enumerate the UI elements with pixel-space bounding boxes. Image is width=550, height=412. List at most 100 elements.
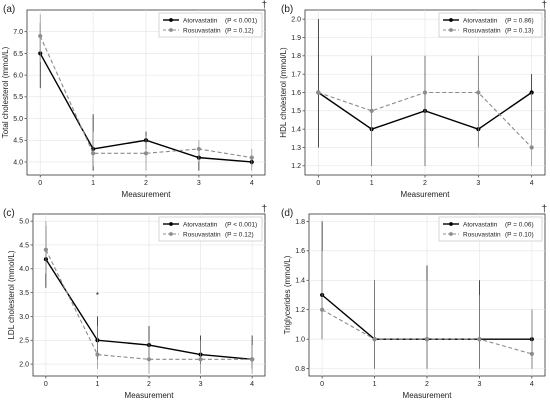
panel-3: 0.8 1.0 1.2 1.4 1.6 1.8 0 1 2 3 4 Measurement Trigly… bbox=[281, 204, 547, 400]
legend-p-value: (P = 0.13) bbox=[505, 27, 534, 34]
y-tick-label: 3.5 bbox=[19, 290, 29, 297]
legend-p-value: (P = 0.10) bbox=[505, 231, 534, 238]
dagger-mark: † bbox=[541, 204, 547, 215]
y-tick-label: 5.0 bbox=[13, 116, 23, 123]
y-tick-label: 1.4 bbox=[295, 278, 305, 285]
x-axis-title: Measurement bbox=[125, 391, 175, 400]
legend: Atorvastatin (P < 0.001) Rosuvastatin (P = … bbox=[158, 216, 263, 242]
data-point bbox=[316, 90, 321, 95]
x-tick-label: 2 bbox=[423, 180, 427, 187]
data-point bbox=[372, 337, 377, 342]
data-point bbox=[477, 337, 482, 342]
legend-box bbox=[438, 12, 543, 38]
legend-marker bbox=[169, 232, 173, 236]
data-point bbox=[422, 90, 428, 95]
dagger-mark: † bbox=[261, 204, 267, 215]
y-tick-label: 5.0 bbox=[19, 219, 29, 226]
x-tick-label: 3 bbox=[199, 381, 203, 388]
x-tick-label: 1 bbox=[95, 381, 99, 388]
legend-p-value: (P = 0.12) bbox=[225, 231, 254, 238]
y-tick-label: 7.0 bbox=[13, 29, 23, 36]
y-tick-label: 1.2 bbox=[291, 163, 301, 170]
legend-p-value: (P = 0.06) bbox=[505, 221, 534, 228]
y-axis-title: HDL cholesterol (mmol/L) bbox=[279, 47, 288, 138]
data-point bbox=[95, 352, 100, 357]
panel-label: (c) bbox=[3, 208, 15, 219]
x-tick-label: 0 bbox=[38, 180, 42, 187]
x-tick-label: 0 bbox=[44, 381, 48, 388]
legend: Atorvastatin (P = 0.06) Rosuvastatin (P = 0… bbox=[438, 216, 543, 242]
y-tick-label: 5.5 bbox=[13, 94, 23, 101]
y-axis-title: Triglycerides (mmol/L) bbox=[283, 255, 292, 334]
y-tick-label: 2.0 bbox=[19, 361, 29, 368]
legend-marker bbox=[449, 28, 453, 32]
panel-label: (d) bbox=[281, 208, 293, 219]
data-point bbox=[196, 146, 201, 152]
x-axis-title: Measurement bbox=[122, 190, 172, 199]
legend-marker bbox=[169, 28, 173, 32]
y-tick-label: 6.5 bbox=[13, 51, 23, 58]
data-point bbox=[476, 90, 481, 95]
legend-marker bbox=[449, 222, 453, 226]
dagger-mark: † bbox=[261, 0, 267, 11]
y-tick-label: 1.5 bbox=[291, 108, 301, 115]
y-tick-label: 1.2 bbox=[295, 307, 305, 314]
data-point bbox=[38, 33, 43, 39]
x-tick-label: 4 bbox=[530, 180, 534, 187]
x-tick-label: 3 bbox=[477, 381, 481, 388]
x-tick-label: 3 bbox=[476, 180, 480, 187]
panel-label: (b) bbox=[281, 4, 293, 15]
legend-series-name: Atorvastatin bbox=[183, 221, 218, 228]
y-tick-label: 3.0 bbox=[19, 314, 29, 321]
legend-box bbox=[158, 216, 263, 242]
legend-p-value: (P < 0.001) bbox=[225, 17, 257, 24]
y-tick-label: 4.5 bbox=[19, 242, 29, 249]
dagger-mark: † bbox=[541, 0, 547, 11]
legend-series-name: Atorvastatin bbox=[183, 17, 218, 24]
x-tick-label: 4 bbox=[250, 180, 254, 187]
legend: Atorvastatin (P = 0.86) Rosuvastatin (P = 0… bbox=[438, 12, 543, 38]
data-point bbox=[369, 108, 374, 113]
x-tick-label: 2 bbox=[425, 381, 429, 388]
data-point bbox=[91, 151, 96, 156]
data-point bbox=[143, 151, 149, 156]
x-tick-label: 4 bbox=[530, 381, 534, 388]
legend-series-name: Atorvastatin bbox=[463, 17, 498, 24]
legend-series-name: Rosuvastatin bbox=[463, 231, 501, 238]
data-point bbox=[320, 307, 325, 312]
legend-p-value: (P < 0.001) bbox=[225, 221, 257, 228]
panel-2: 2.0 2.5 3.0 3.5 4.0 4.5 5.0 0 1 2 3 4 Measurement LDL… bbox=[3, 204, 267, 400]
legend-series-name: Atorvastatin bbox=[463, 221, 498, 228]
series-line bbox=[39, 35, 252, 159]
x-tick-label: 0 bbox=[320, 381, 324, 388]
legend-series-name: Rosuvastatin bbox=[183, 27, 221, 34]
data-point bbox=[250, 357, 255, 362]
y-tick-label: 1.6 bbox=[295, 248, 305, 255]
y-tick-label: 0.8 bbox=[295, 366, 305, 373]
y-tick-label: 2.5 bbox=[19, 338, 29, 345]
y-tick-label: 1.0 bbox=[295, 337, 305, 344]
legend-marker bbox=[169, 222, 173, 226]
x-axis-title: Measurement bbox=[403, 391, 453, 400]
y-tick-label: 1.8 bbox=[295, 219, 305, 226]
data-point bbox=[249, 155, 254, 160]
y-tick-label: 4.0 bbox=[13, 159, 23, 166]
x-tick-label: 2 bbox=[144, 180, 148, 187]
x-tick-label: 1 bbox=[373, 381, 377, 388]
data-point bbox=[529, 351, 534, 357]
series-1 bbox=[43, 221, 255, 374]
legend-series-name: Rosuvastatin bbox=[463, 27, 501, 34]
series-1 bbox=[38, 14, 254, 171]
legend-box bbox=[158, 12, 263, 38]
data-point bbox=[198, 357, 203, 362]
legend-marker bbox=[449, 18, 453, 22]
x-tick-label: 1 bbox=[91, 180, 95, 187]
panel-1: 1.2 1.3 1.4 1.5 1.6 1.7 1.8 1.9 2.0 0 1 2 3 4 Measurem… bbox=[279, 0, 547, 199]
x-axis-title: Measurement bbox=[401, 190, 451, 199]
data-point bbox=[424, 337, 430, 342]
panel-0: 4.0 4.5 5.0 5.5 6.0 6.5 7.0 0 1 2 3 4 Measurement Tot… bbox=[1, 0, 267, 199]
series-line bbox=[45, 249, 253, 360]
legend-p-value: (P = 0.86) bbox=[505, 17, 534, 24]
